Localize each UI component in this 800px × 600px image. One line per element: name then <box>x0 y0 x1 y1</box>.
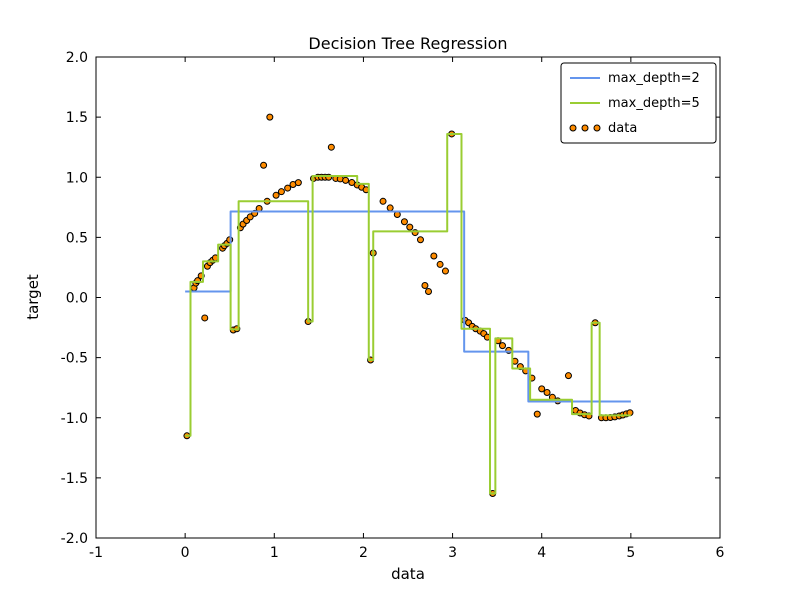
x-axis-label: data <box>391 565 425 583</box>
data-point <box>386 204 394 212</box>
data-point <box>543 388 551 396</box>
line-max-depth-5 <box>185 132 631 495</box>
data-point <box>425 287 433 295</box>
data-point <box>436 260 444 268</box>
data-point <box>379 197 387 205</box>
legend-entry-label: max_depth=5 <box>608 96 700 111</box>
x-tick-label: 1 <box>270 545 279 561</box>
x-tick-label: 6 <box>716 545 725 561</box>
legend-entry-label: data <box>608 121 637 136</box>
data-point <box>342 176 350 184</box>
legend-dot-sample <box>581 124 589 132</box>
x-tick-label: 2 <box>359 545 368 561</box>
data-point <box>538 385 546 393</box>
data-point <box>416 236 424 244</box>
data-point <box>327 143 335 151</box>
data-point <box>201 314 209 322</box>
legend-dot-sample <box>569 124 577 132</box>
chart-title: Decision Tree Regression <box>308 34 508 53</box>
y-tick-label: -1.5 <box>61 471 88 487</box>
x-tick-label: 0 <box>181 545 190 561</box>
data-point <box>441 267 449 275</box>
x-tick-label: -1 <box>89 545 103 561</box>
data-point <box>406 223 414 231</box>
data-point <box>260 161 268 169</box>
y-tick-label: 1.5 <box>66 110 88 126</box>
data-point <box>430 252 438 260</box>
data-point <box>277 188 285 196</box>
y-tick-label: 1.0 <box>66 170 88 186</box>
data-point <box>498 342 506 350</box>
y-tick-label: 0.0 <box>66 291 88 307</box>
x-tick-label: 5 <box>626 545 635 561</box>
y-tick-label: 0.5 <box>66 230 88 246</box>
data-point <box>533 410 541 418</box>
data-point <box>421 281 429 289</box>
data-point <box>294 179 302 187</box>
data-point <box>272 191 280 199</box>
y-tick-label: 2.0 <box>66 50 88 66</box>
y-tick-label: -1.0 <box>61 411 88 427</box>
data-point <box>564 372 572 380</box>
y-axis-label: target <box>24 274 42 320</box>
y-tick-label: -0.5 <box>61 351 88 367</box>
data-point <box>284 184 292 192</box>
y-tick-label: -2.0 <box>61 531 88 547</box>
legend-dot-sample <box>593 124 601 132</box>
data-point <box>400 218 408 226</box>
x-tick-label: 3 <box>448 545 457 561</box>
x-tick-label: 4 <box>537 545 546 561</box>
data-point <box>266 113 274 121</box>
legend-entry-label: max_depth=2 <box>608 71 700 86</box>
data-point <box>246 213 254 221</box>
legend-box <box>560 62 717 144</box>
